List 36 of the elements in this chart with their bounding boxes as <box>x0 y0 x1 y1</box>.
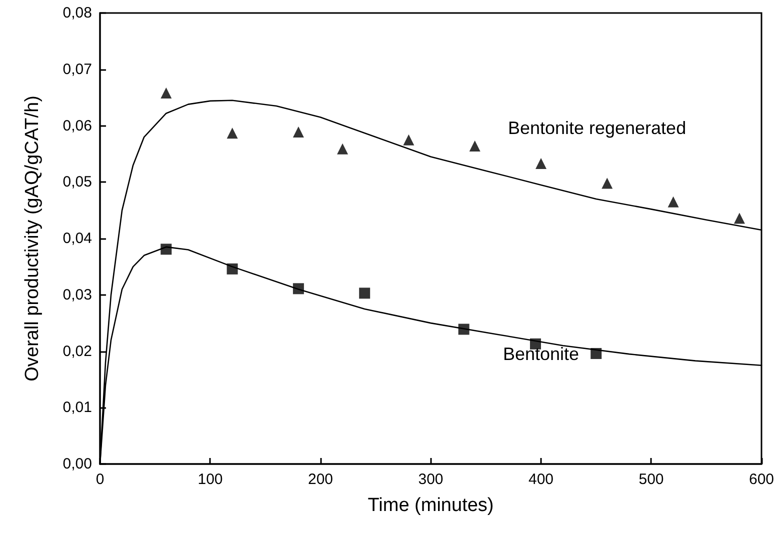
point <box>590 348 602 360</box>
point <box>160 244 172 255</box>
x-tick-label: 100 <box>198 471 223 488</box>
y-tick-label: 0,04 <box>62 230 92 247</box>
point <box>668 196 679 208</box>
point <box>458 324 470 335</box>
point <box>160 88 172 99</box>
point <box>734 212 745 224</box>
y-tick-label: 0,07 <box>62 60 92 78</box>
point <box>602 178 613 189</box>
point <box>292 126 304 138</box>
y-tick-label: 0,01 <box>62 399 92 416</box>
x-tick-label: 500 <box>638 471 664 488</box>
point <box>403 134 414 146</box>
y-tick-label: 0,02 <box>62 342 92 360</box>
y-tick-label: 0,03 <box>62 286 92 304</box>
point <box>226 128 238 139</box>
x-axis-title: Time (minutes) <box>368 495 494 516</box>
point <box>226 263 238 274</box>
point <box>292 283 304 294</box>
point <box>469 140 480 152</box>
x-tick-label: 600 <box>748 471 774 488</box>
point <box>359 288 370 299</box>
x-tick-label: 200 <box>308 471 334 488</box>
y-tick-label: 0,06 <box>62 117 92 134</box>
x-tick-label: 300 <box>418 471 444 488</box>
x-tick-label: 0 <box>96 471 104 488</box>
annotation: Bentonite <box>502 344 580 364</box>
x-tick-label: 400 <box>528 471 554 488</box>
y-tick-label: 0,08 <box>62 4 92 22</box>
annotation: Bentonite regenerated <box>508 118 686 138</box>
point <box>337 143 348 154</box>
y-tick-label: 0,00 <box>62 456 92 472</box>
y-axis-title: Overall productivity (gAQ/gCAT/h) <box>22 96 43 382</box>
y-tick-label: 0,05 <box>62 174 92 191</box>
point <box>535 158 546 170</box>
